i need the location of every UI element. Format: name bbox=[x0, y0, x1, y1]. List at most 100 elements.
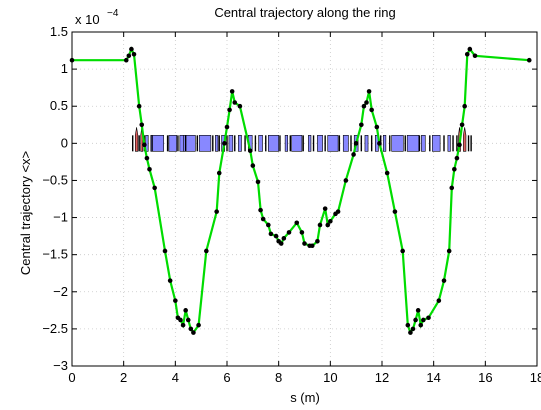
trajectory-point bbox=[351, 152, 356, 157]
trajectory-point bbox=[162, 248, 168, 254]
trajectory-point bbox=[359, 122, 364, 128]
trajectory-point bbox=[178, 317, 183, 323]
lattice-quadrupole bbox=[432, 135, 441, 152]
y-tick-label: 0 bbox=[61, 135, 68, 150]
trajectory-point bbox=[441, 278, 447, 283]
trajectory-point bbox=[366, 89, 372, 94]
grid bbox=[71, 31, 538, 367]
lattice-magnet bbox=[134, 127, 139, 152]
trajectory-point bbox=[237, 103, 243, 109]
lattice-quadrupole bbox=[258, 135, 263, 152]
y-tick-label: 0.5 bbox=[50, 98, 68, 113]
trajectory-point bbox=[229, 89, 235, 94]
lattice-quadrupole bbox=[382, 135, 387, 152]
y-tick-label: −3 bbox=[53, 358, 68, 373]
lattice-quadrupole bbox=[268, 135, 279, 152]
x-tick-label: 8 bbox=[275, 370, 282, 385]
trajectory-point bbox=[457, 142, 462, 148]
trajectory-point bbox=[183, 308, 188, 313]
trajectory-point bbox=[325, 222, 331, 228]
trajectory-point bbox=[374, 124, 380, 130]
lattice-quadrupole bbox=[406, 135, 420, 152]
trajectory-point bbox=[384, 170, 390, 176]
y-multiplier-exponent: −4 bbox=[107, 8, 119, 19]
chart-title: Central trajectory along the ring bbox=[214, 5, 395, 20]
lattice-quadrupole bbox=[308, 135, 312, 152]
y-axis-title: Central trajectory <x> bbox=[18, 151, 33, 275]
trajectory-point bbox=[410, 326, 416, 332]
trajectory-point bbox=[415, 308, 421, 313]
trajectory-point bbox=[405, 322, 411, 328]
x-tick-label: 18 bbox=[530, 370, 541, 385]
trajectory-point bbox=[454, 155, 460, 161]
trajectory-point bbox=[147, 167, 152, 172]
lattice-elements bbox=[132, 127, 472, 152]
trajectory-point bbox=[436, 298, 442, 303]
y-tick-label: −2.5 bbox=[42, 321, 68, 336]
x-tick-label: 16 bbox=[478, 370, 492, 385]
trajectory-point bbox=[216, 170, 222, 176]
lattice-quadrupole bbox=[342, 135, 349, 152]
x-tick-label: 4 bbox=[172, 370, 179, 385]
lattice-magnet bbox=[463, 127, 467, 152]
lattice-quadrupole bbox=[421, 135, 426, 152]
trajectory-point bbox=[426, 315, 431, 321]
x-tick-label: 6 bbox=[223, 370, 230, 385]
trajectory-point bbox=[328, 218, 333, 224]
lattice-quadrupole bbox=[391, 135, 404, 152]
lattice-quadrupole bbox=[447, 135, 451, 152]
lattice-quadrupole bbox=[238, 135, 242, 152]
trajectory-point bbox=[131, 51, 137, 57]
trajectory-line bbox=[72, 46, 530, 335]
trajectory-point bbox=[188, 326, 194, 332]
trajectory-point bbox=[413, 317, 418, 323]
trajectory-point bbox=[152, 185, 157, 191]
y-tick-label: −2 bbox=[53, 284, 68, 299]
lattice-quadrupole bbox=[179, 135, 185, 152]
y-multiplier-base: x 10 bbox=[75, 12, 100, 27]
trajectory-point bbox=[191, 330, 196, 335]
trajectory-point bbox=[139, 122, 145, 128]
trajectory-point bbox=[408, 330, 413, 335]
trajectory-point bbox=[273, 233, 279, 239]
lattice-quadrupole bbox=[317, 135, 323, 152]
trajectory-point bbox=[268, 231, 274, 237]
trajectory-point bbox=[258, 207, 263, 213]
trajectory-point bbox=[462, 103, 467, 109]
x-tick-label: 2 bbox=[120, 370, 127, 385]
trajectory-point bbox=[299, 230, 305, 235]
trajectory-point bbox=[180, 322, 186, 328]
trajectory-point bbox=[322, 206, 328, 211]
x-tick-label: 14 bbox=[426, 370, 440, 385]
trajectory-point bbox=[400, 248, 405, 254]
trajectory-point bbox=[459, 122, 465, 128]
series bbox=[69, 46, 532, 335]
trajectory-point bbox=[204, 248, 209, 254]
trajectory-point bbox=[464, 51, 470, 57]
trajectory-point bbox=[247, 148, 253, 154]
lattice-quadrupole bbox=[228, 135, 234, 152]
trajectory-point bbox=[129, 46, 134, 52]
trajectory-point bbox=[421, 317, 426, 323]
y-multiplier: x 10 −4 bbox=[75, 8, 119, 27]
trajectory-point bbox=[315, 239, 320, 244]
trajectory-point bbox=[294, 220, 300, 226]
trajectory-point bbox=[224, 124, 230, 130]
lattice-quadrupole bbox=[168, 135, 177, 152]
trajectory-point bbox=[281, 236, 287, 241]
trajectory-point bbox=[126, 53, 132, 59]
y-tick-label: −1 bbox=[53, 210, 68, 225]
trajectory-point bbox=[361, 103, 367, 109]
x-axis-title: s (m) bbox=[290, 390, 320, 405]
trajectory-point bbox=[364, 100, 369, 105]
lattice-quadrupole bbox=[364, 135, 369, 152]
y-tick-label: −1.5 bbox=[42, 247, 68, 262]
trajectory-point bbox=[526, 57, 532, 63]
trajectory-point bbox=[377, 141, 382, 146]
trajectory-point bbox=[167, 278, 173, 283]
trajectory-point bbox=[302, 241, 307, 246]
plot-frame bbox=[71, 31, 538, 367]
trajectory-point bbox=[392, 209, 398, 214]
trajectory-point bbox=[335, 209, 341, 214]
trajectory-point bbox=[343, 178, 349, 183]
